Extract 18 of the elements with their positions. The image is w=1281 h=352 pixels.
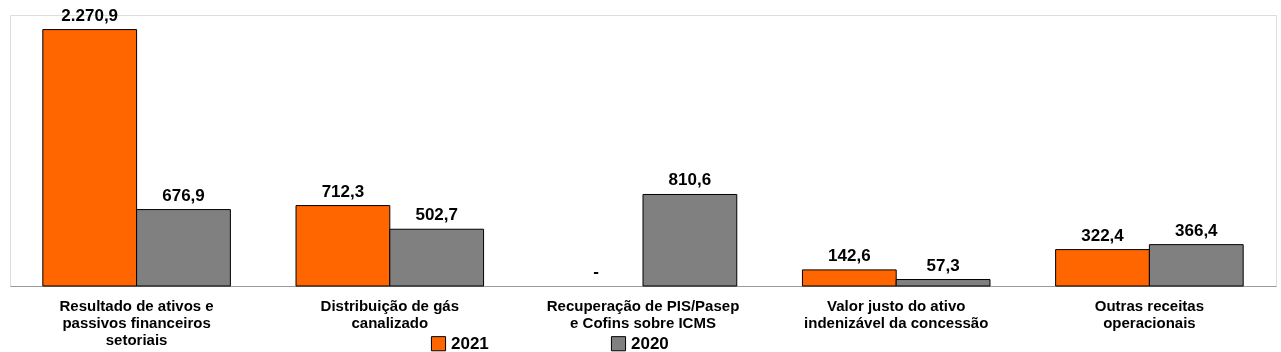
data-label: 322,4 bbox=[1081, 225, 1125, 245]
text: - bbox=[593, 262, 599, 281]
x-tick-label: Valor justo do ativo indenizável da concessão bbox=[804, 296, 989, 331]
x-tick-label: Distribuição de gás canalizado bbox=[320, 296, 459, 331]
legend-label: 2021 bbox=[451, 333, 489, 352]
x-tick-label: Outras receitas operacionais bbox=[1094, 296, 1205, 331]
bar bbox=[642, 193, 738, 287]
legend-label: 2020 bbox=[631, 333, 669, 352]
x-tick-label: Resultado de ativos e passivos financeiros setoriais bbox=[59, 296, 214, 348]
data-label: 142,6 bbox=[828, 245, 871, 265]
data-label: 502,7 bbox=[415, 205, 458, 225]
data-label: 810,6 bbox=[668, 170, 712, 190]
data-label: 57,3 bbox=[926, 255, 960, 275]
data-label: 712,3 bbox=[321, 181, 365, 201]
data-label: 676,9 bbox=[162, 185, 205, 205]
data-label: 366,4 bbox=[1175, 220, 1219, 240]
data-label: 2.270,9 bbox=[61, 5, 119, 25]
x-tick-label: Recuperação de PIS/Pasep e Cofins sobre ICMS bbox=[546, 296, 740, 331]
